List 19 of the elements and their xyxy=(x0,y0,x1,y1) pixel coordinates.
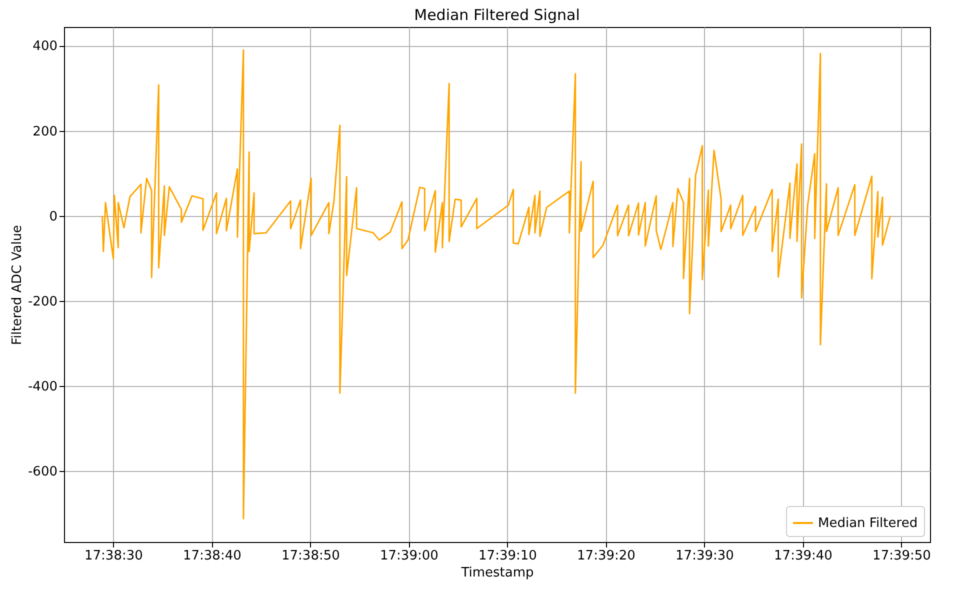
x-tick-label: 17:38:50 xyxy=(281,548,340,564)
chart-title: Median Filtered Signal xyxy=(414,6,580,24)
legend-label: Median Filtered xyxy=(818,516,918,531)
x-axis-title: Timestamp xyxy=(460,566,534,580)
x-tick-label: 17:39:10 xyxy=(478,548,537,564)
x-tick-label: 17:39:00 xyxy=(380,548,438,564)
x-tick-label: 17:38:30 xyxy=(84,548,143,564)
x-tick-label: 17:39:30 xyxy=(676,548,734,564)
y-tick-label: -600 xyxy=(28,464,58,480)
y-tick-label: -200 xyxy=(28,294,58,310)
x-tick-label: 17:39:40 xyxy=(774,548,832,564)
x-tick-label: 17:39:50 xyxy=(872,548,931,564)
x-tick-label: 17:39:20 xyxy=(577,548,636,564)
y-tick-label: 0 xyxy=(49,209,58,224)
x-tick-label: 17:38:40 xyxy=(182,548,242,564)
y-axis-title: Filtered ADC Value xyxy=(10,224,25,346)
y-tick-label: 400 xyxy=(32,39,58,54)
y-tick-label: -400 xyxy=(28,379,58,394)
y-tick-label: 200 xyxy=(32,124,58,140)
